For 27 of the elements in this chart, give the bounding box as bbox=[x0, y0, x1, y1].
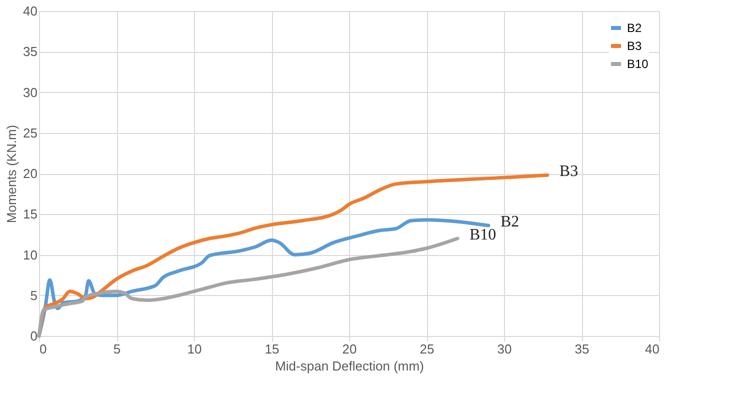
legend-label: B3 bbox=[627, 39, 642, 53]
y-axis-title: Moments (KN.m) bbox=[4, 124, 20, 224]
text: B10 bbox=[470, 226, 496, 244]
x-tick-label: 15 bbox=[264, 342, 280, 356]
x-tick-label: 5 bbox=[113, 342, 121, 356]
x-tick-label: 0 bbox=[40, 342, 47, 356]
legend-label: B2 bbox=[627, 21, 642, 35]
y-tick-label: 0 bbox=[30, 328, 38, 344]
y-tick-label: 15 bbox=[23, 206, 38, 222]
y-tick-label: 40 bbox=[23, 4, 38, 18]
text: B2 bbox=[500, 214, 520, 230]
y-tick-label: 10 bbox=[23, 247, 38, 262]
y-tick-label: 5 bbox=[30, 288, 38, 303]
y-tick-label: 20 bbox=[23, 166, 38, 181]
x-tick-label: 25 bbox=[420, 342, 434, 356]
x-tick-label: 35 bbox=[574, 342, 590, 356]
y-tick-label: 25 bbox=[23, 125, 38, 140]
legend-label: B10 bbox=[627, 57, 649, 71]
y-tick-label: 30 bbox=[23, 84, 38, 100]
y-tick-label: 35 bbox=[23, 44, 38, 60]
x-tick-label: 40 bbox=[645, 342, 660, 356]
x-tick-label: 30 bbox=[497, 342, 512, 356]
line-series bbox=[37, 236, 460, 338]
x-tick-label: 10 bbox=[187, 342, 202, 356]
x-axis-title: Mid-span Deflection (mm) bbox=[275, 358, 424, 374]
x-tick-label: 20 bbox=[342, 342, 357, 356]
text: B3 bbox=[559, 163, 578, 180]
